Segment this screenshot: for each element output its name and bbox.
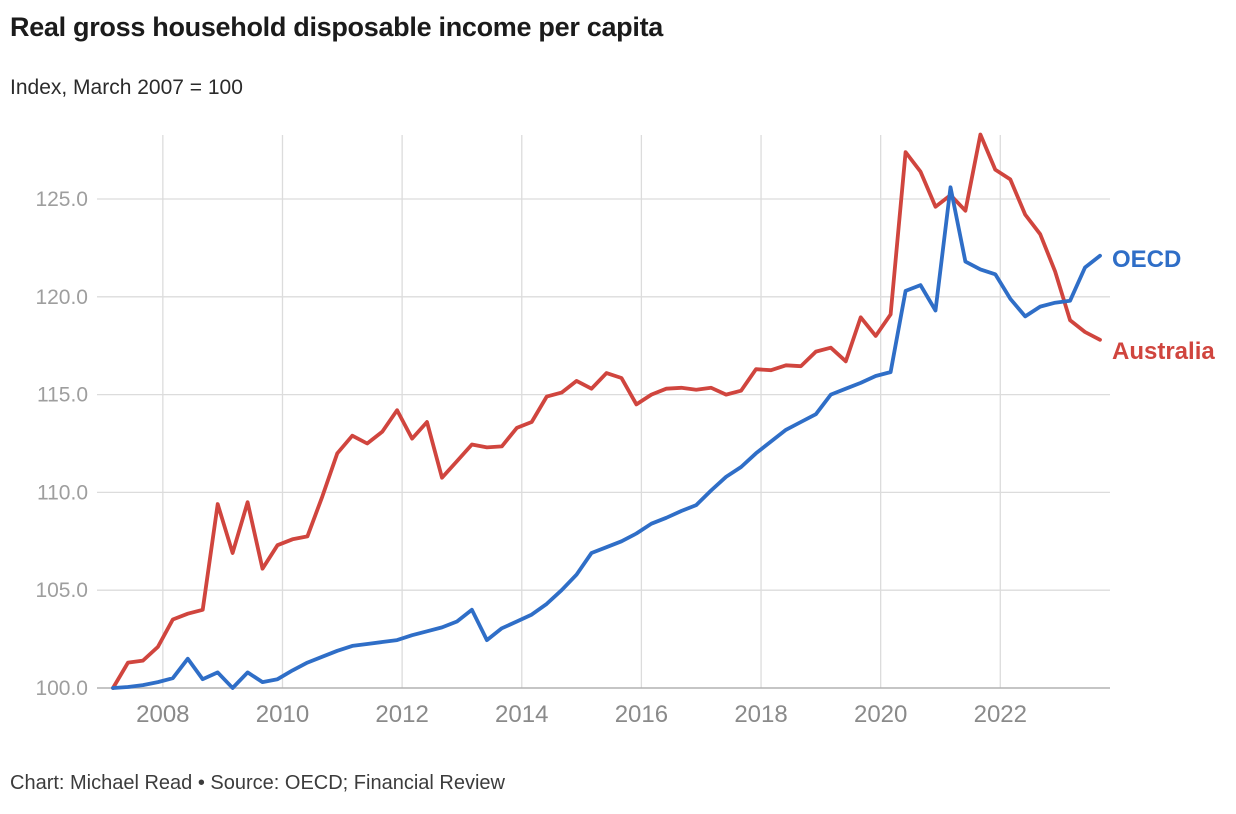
y-tick-label: 100.0 bbox=[35, 677, 88, 700]
x-tick-label: 2014 bbox=[495, 701, 548, 728]
chart-subtitle: Index, March 2007 = 100 bbox=[10, 76, 243, 99]
series-line-oecd bbox=[111, 185, 1102, 690]
x-tick-label: 2018 bbox=[734, 701, 787, 728]
y-tick-label: 125.0 bbox=[35, 188, 88, 211]
y-tick-label: 110.0 bbox=[37, 481, 88, 504]
chart-credit: Chart: Michael Read • Source: OECD; Fina… bbox=[10, 772, 505, 794]
x-tick-label: 2012 bbox=[375, 701, 428, 728]
y-tick-label: 115.0 bbox=[37, 384, 88, 407]
series-label-australia: Australia bbox=[1112, 337, 1215, 365]
y-tick-label: 120.0 bbox=[35, 286, 88, 309]
series-line-australia bbox=[111, 132, 1102, 690]
chart-title: Real gross household disposable income p… bbox=[10, 12, 663, 42]
x-tick-label: 2008 bbox=[136, 701, 189, 728]
x-tick-label: 2022 bbox=[974, 701, 1027, 728]
x-tick-label: 2016 bbox=[615, 701, 668, 728]
x-tick-label: 2010 bbox=[256, 701, 309, 728]
y-tick-label: 105.0 bbox=[35, 579, 88, 602]
x-tick-label: 2020 bbox=[854, 701, 907, 728]
series-label-oecd: OECD bbox=[1112, 245, 1182, 273]
